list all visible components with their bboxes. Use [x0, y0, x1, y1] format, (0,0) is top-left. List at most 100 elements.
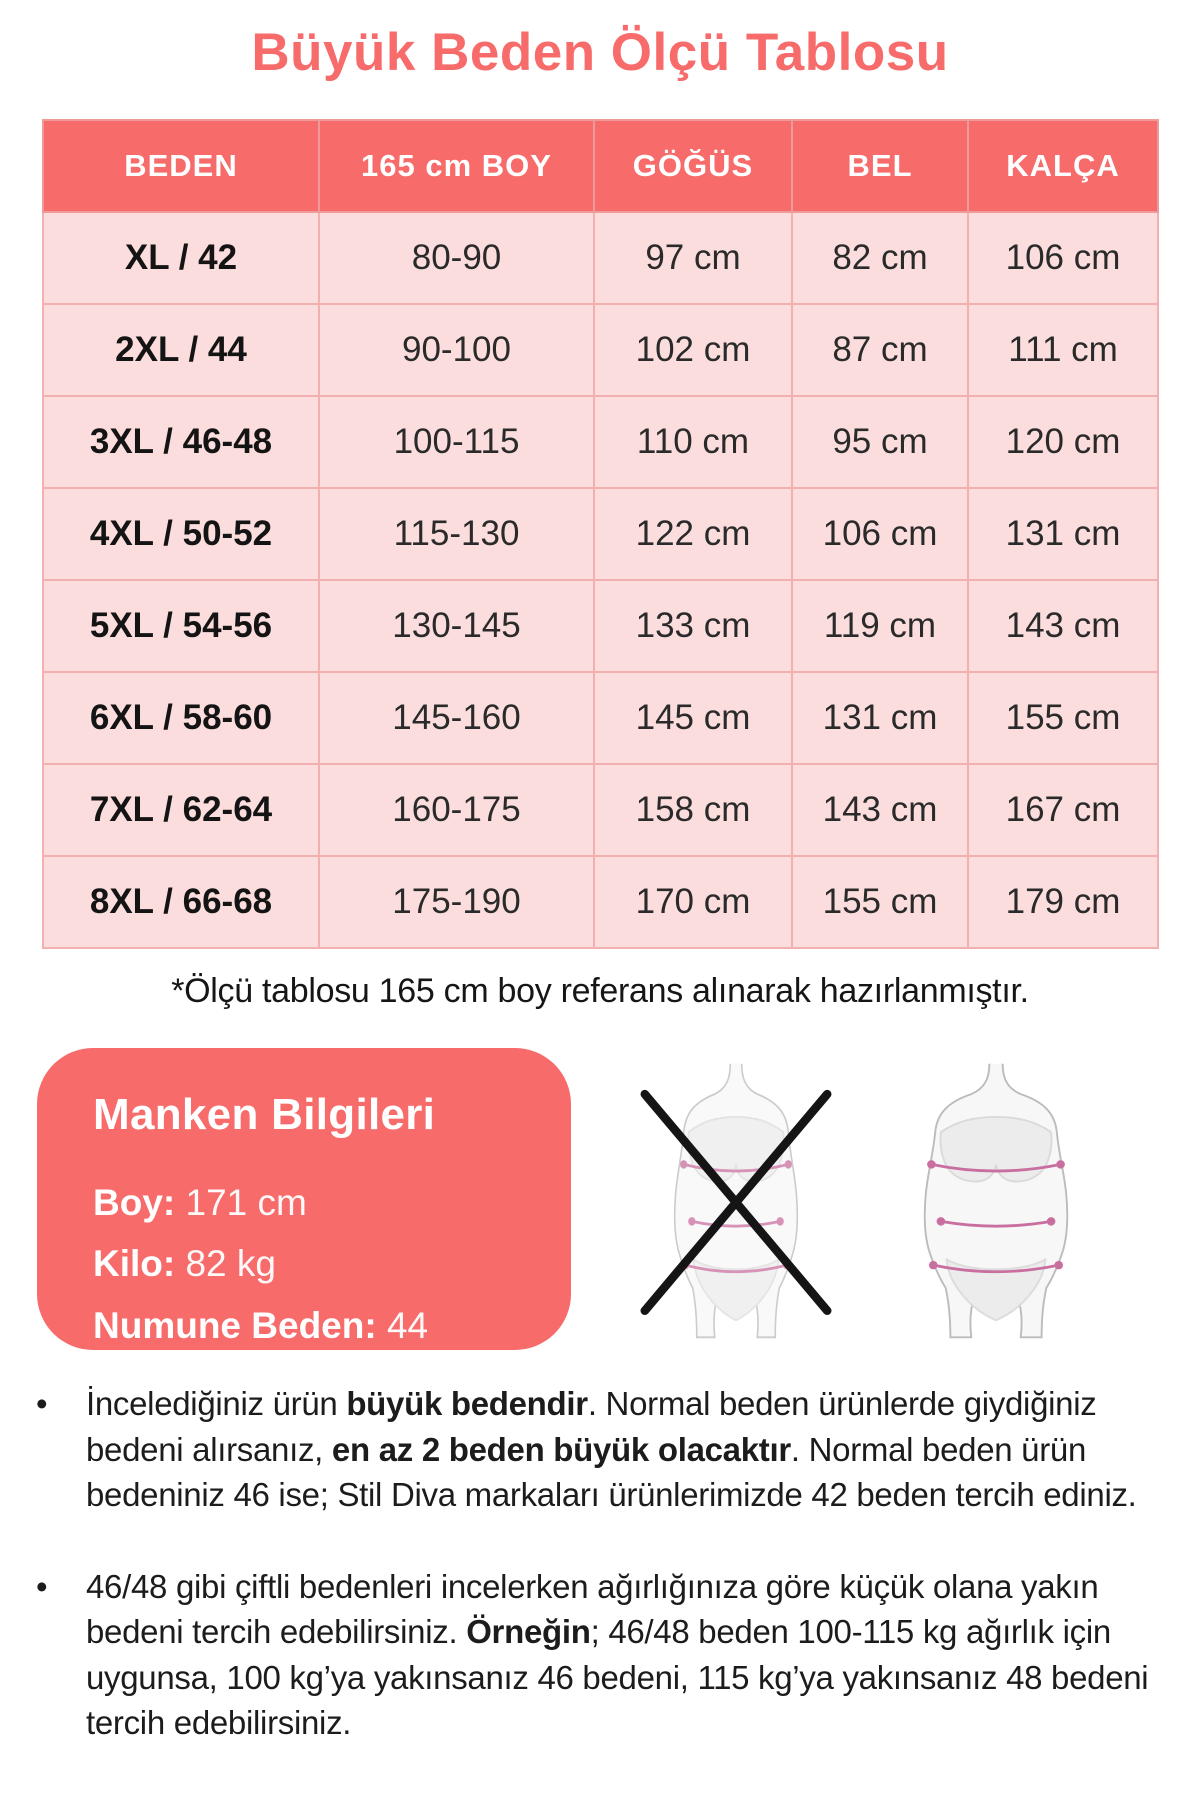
kalca-cell: 131 cm	[967, 487, 1159, 581]
model-info-title: Manken Bilgileri	[93, 1090, 436, 1139]
bullet-icon: •	[36, 1567, 48, 1605]
list-item: • İncelediğiniz ürün büyük bedendir. Nor…	[36, 1381, 1154, 1518]
note-segment: ; 46/48 beden 100-115 kg ağırlık için uy…	[86, 1613, 1149, 1742]
note-segment: . Normal beden ürünlerde giydiğiniz bede…	[86, 1385, 1097, 1468]
header-cell-boy: 165 cm BOY	[318, 119, 595, 213]
model-value: 44	[376, 1304, 429, 1346]
note-segment: 46/48 gibi çiftli bedenleri incelerken a…	[86, 1567, 1099, 1651]
note-segment-bold: büyük bedendir	[346, 1385, 588, 1422]
model-info-rows: Boy: 171 cm Kilo: 82 kg Numune Beden: 44	[93, 1172, 541, 1356]
header-cell-gogus: GÖĞÜS	[593, 119, 793, 213]
footnote: *Ölçü tablosu 165 cm boy referans alınar…	[171, 972, 1029, 1010]
size-cell: 6XL / 58-60	[42, 671, 320, 765]
size-cell: 3XL / 46-48	[42, 395, 320, 489]
gogus-cell: 170 cm	[593, 855, 793, 949]
table-row: 8XL / 66-68 175-190 170 cm 155 cm 179 cm	[42, 855, 1159, 949]
model-label: Numune Beden:	[93, 1304, 377, 1346]
bel-cell: 131 cm	[791, 671, 969, 765]
size-cell: 5XL / 54-56	[42, 579, 320, 673]
bel-cell: 106 cm	[791, 487, 969, 581]
size-cell: 2XL / 44	[42, 303, 320, 397]
bust-measure-line	[931, 1163, 1061, 1173]
bel-cell: 119 cm	[791, 579, 969, 673]
measurement-figures	[626, 1058, 1126, 1343]
kalca-cell: 179 cm	[967, 855, 1159, 949]
measure-dot	[1054, 1260, 1063, 1270]
note-segment: . Normal beden ürün bedeniniz 46 ise; St…	[86, 1430, 1137, 1514]
gogus-cell: 110 cm	[593, 395, 793, 489]
model-value: 171 cm	[175, 1182, 307, 1223]
hip-measure-line	[933, 1263, 1059, 1274]
gogus-cell: 122 cm	[593, 487, 793, 581]
measure-dot	[784, 1160, 792, 1169]
bel-cell: 95 cm	[791, 395, 969, 489]
size-cell: 7XL / 62-64	[42, 763, 320, 857]
model-value: 82 kg	[175, 1243, 276, 1285]
hip-measure-line	[685, 1263, 787, 1274]
measure-dot	[936, 1217, 946, 1226]
size-table: BEDEN 165 cm BOY GÖĞÜS BEL KALÇA XL / 42…	[42, 119, 1159, 949]
note-text: 46/48 gibi çiftli bedenleri incelerken a…	[86, 1564, 1154, 1746]
measure-dot	[680, 1160, 688, 1169]
boy-cell: 115-130	[318, 487, 595, 581]
measure-dot	[929, 1260, 938, 1270]
kalca-cell: 120 cm	[967, 395, 1159, 489]
model-info-row: Kilo: 82 kg	[93, 1233, 541, 1294]
cross-icon	[640, 1089, 832, 1315]
table-row: 6XL / 58-60 145-160 145 cm 131 cm 155 cm	[42, 671, 1159, 765]
size-cell: 4XL / 50-52	[42, 487, 320, 581]
page-title: Büyük Beden Ölçü Tablosu	[251, 23, 949, 82]
boy-cell: 160-175	[318, 763, 595, 857]
model-info-card: Manken Bilgileri Boy: 171 cm Kilo: 82 kg…	[37, 1048, 571, 1350]
bel-cell: 143 cm	[791, 763, 969, 857]
boy-cell: 100-115	[318, 395, 595, 489]
kalca-cell: 111 cm	[967, 303, 1159, 397]
waist-measure-line	[691, 1219, 781, 1228]
kalca-cell: 106 cm	[967, 211, 1159, 305]
header-cell-beden: BEDEN	[42, 119, 320, 213]
table-row: XL / 42 80-90 97 cm 82 cm 106 cm	[42, 211, 1159, 305]
bel-cell: 87 cm	[791, 303, 969, 397]
model-label: Boy:	[93, 1182, 176, 1223]
measure-dot	[776, 1217, 784, 1226]
model-label: Kilo:	[93, 1243, 176, 1285]
measure-dot	[1056, 1160, 1065, 1169]
note-segment-bold: Örneğin	[466, 1613, 591, 1651]
bel-cell: 155 cm	[791, 855, 969, 949]
note-text: İncelediğiniz ürün büyük bedendir. Norma…	[86, 1381, 1154, 1518]
gogus-cell: 102 cm	[593, 303, 793, 397]
gogus-cell: 158 cm	[593, 763, 793, 857]
size-cell: XL / 42	[42, 211, 320, 305]
note-segment-bold: en az 2 beden büyük olacaktır	[331, 1430, 791, 1468]
measure-dot	[927, 1160, 936, 1169]
panty-shape	[945, 1257, 1047, 1322]
size-cell: 8XL / 66-68	[42, 855, 320, 949]
table-row: 2XL / 44 90-100 102 cm 87 cm 111 cm	[42, 303, 1159, 397]
table-row: 4XL / 50-52 115-130 122 cm 106 cm 131 cm	[42, 487, 1159, 581]
bullet-icon: •	[36, 1385, 48, 1422]
notes-list: • İncelediğiniz ürün büyük bedendir. Nor…	[36, 1381, 1154, 1746]
kalca-cell: 167 cm	[967, 763, 1159, 857]
gogus-cell: 133 cm	[593, 579, 793, 673]
boy-cell: 80-90	[318, 211, 595, 305]
header-cell-kalca: KALÇA	[967, 119, 1159, 213]
plus-size-figure-icon	[923, 1063, 1069, 1339]
note-segment: İncelediğiniz ürün	[86, 1385, 347, 1422]
table-row: 7XL / 62-64 160-175 158 cm 143 cm 167 cm	[42, 763, 1159, 857]
table-row: 3XL / 46-48 100-115 110 cm 95 cm 120 cm	[42, 395, 1159, 489]
boy-cell: 145-160	[318, 671, 595, 765]
bra-shape	[687, 1115, 785, 1183]
model-info-row: Numune Beden: 44	[93, 1295, 541, 1356]
measure-dot	[1046, 1217, 1056, 1226]
boy-cell: 130-145	[318, 579, 595, 673]
panty-shape	[692, 1257, 780, 1322]
gogus-cell: 145 cm	[593, 671, 793, 765]
kalca-cell: 155 cm	[967, 671, 1159, 765]
header-cell-bel: BEL	[791, 119, 969, 213]
kalca-cell: 143 cm	[967, 579, 1159, 673]
table-row: 5XL / 54-56 130-145 133 cm 119 cm 143 cm	[42, 579, 1159, 673]
measure-dot	[688, 1217, 696, 1226]
waist-measure-line	[940, 1219, 1052, 1228]
list-item: • 46/48 gibi çiftli bedenleri incelerken…	[36, 1564, 1154, 1746]
bel-cell: 82 cm	[791, 211, 969, 305]
